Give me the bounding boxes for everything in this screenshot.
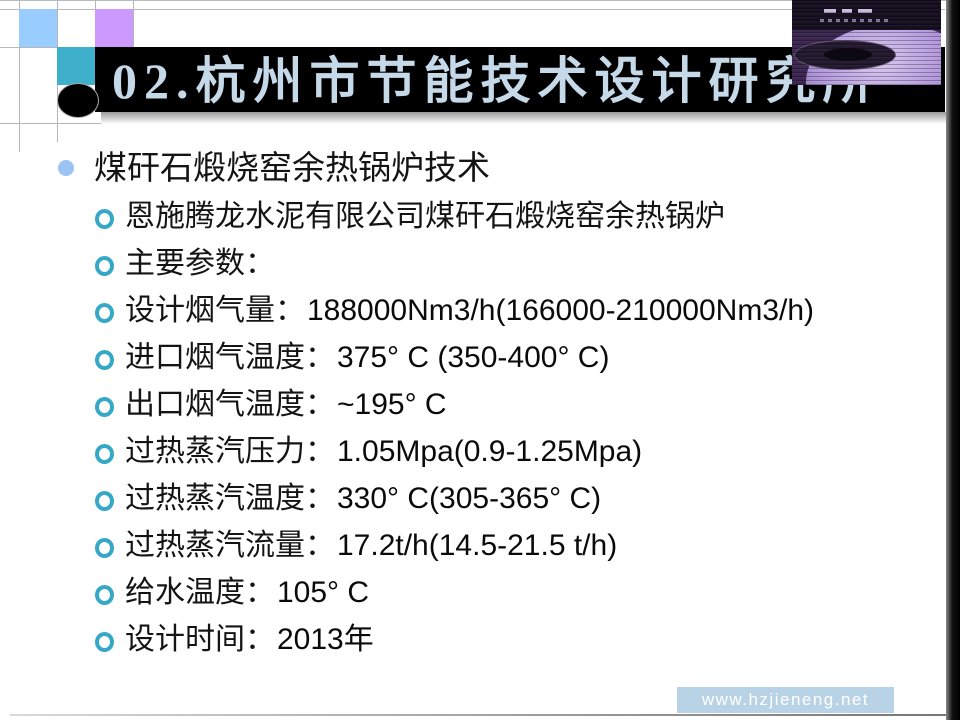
list-item: 出口烟气温度： ~195° C [95,389,814,421]
list-item: 给水温度： 105° C [95,577,814,609]
ring-bullet-icon [95,491,114,511]
section-heading: 煤矸石煅烧窑余热锅炉技术 [94,151,490,187]
parameter-label: 过热蒸汽流量： [125,529,335,562]
website-bar[interactable]: www.hzjieneng.net [677,687,894,713]
parameter-label: 给水温度： [125,576,275,609]
decor-horizontal-line [0,0,946,1]
parameter-label: 出口烟气温度： [125,388,335,421]
cd-player-photo [792,0,941,85]
title-bar-shadow [101,112,947,124]
parameter-list: 恩施腾龙水泥有限公司煤矸石煅烧窑余热锅炉 主要参数： 设计烟气量： 188000… [95,201,814,671]
parameter-value: 2013年 [277,623,374,656]
parameter-value: 330° C(305-365° C) [337,482,602,515]
ring-bullet-icon [95,538,114,558]
parameter-value: 188000Nm3/h(166000-210000Nm3/h) [307,294,815,327]
list-item: 设计时间： 2013年 [95,624,814,656]
parameter-label: 设计烟气量： [125,294,305,327]
slide-bottom-border [10,714,946,716]
parameter-value: 375° C (350-400° C) [337,341,610,374]
parameter-label: 过热蒸汽温度： [125,482,335,515]
decor-square-teal [57,47,95,85]
ring-bullet-icon [95,256,114,276]
list-item: 主要参数： [95,248,814,280]
list-item: 过热蒸汽流量： 17.2t/h(14.5-21.5 t/h) [95,530,814,562]
ring-bullet-icon [95,444,114,464]
parameter-label: 恩施腾龙水泥有限公司煤矸石煅烧窑余热锅炉 [125,200,725,233]
parameter-value: ~195° C [337,388,447,421]
list-item: 设计烟气量： 188000Nm3/h(166000-210000Nm3/h) [95,295,814,327]
ring-bullet-icon [95,397,114,417]
parameter-value: 1.05Mpa(0.9-1.25Mpa) [337,435,643,468]
ring-bullet-icon [95,585,114,605]
ring-bullet-icon [95,303,114,323]
filled-circle-bullet-icon [58,160,74,176]
parameter-label: 进口烟气温度： [125,341,335,374]
ring-bullet-icon [95,632,114,652]
list-item: 进口烟气温度： 375° C (350-400° C) [95,342,814,374]
website-url: www.hzjieneng.net [701,690,870,709]
parameter-label: 设计时间： [125,623,275,656]
parameter-value: 17.2t/h(14.5-21.5 t/h) [337,529,618,562]
list-item: 恩施腾龙水泥有限公司煤矸石煅烧窑余热锅炉 [95,201,814,233]
parameter-value: 105° C [277,576,370,609]
slide-title: 02.杭州市节能技术设计研究所 [112,53,880,109]
slide-right-border [946,0,960,720]
list-item: 过热蒸汽压力： 1.05Mpa(0.9-1.25Mpa) [95,436,814,468]
decor-circle [57,83,99,118]
list-item: 过热蒸汽温度： 330° C(305-365° C) [95,483,814,515]
ring-bullet-icon [95,209,114,229]
parameter-label: 主要参数： [125,247,275,280]
decor-square-blue [19,9,57,47]
ring-bullet-icon [95,350,114,370]
section-heading-row: 煤矸石煅烧窑余热锅炉技术 [58,149,490,189]
parameter-label: 过热蒸汽压力： [125,435,335,468]
decor-square-purple [95,9,133,47]
